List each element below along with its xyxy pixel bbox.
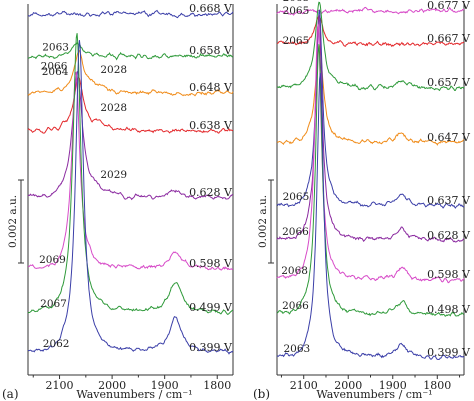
x-tick-label: 2000 bbox=[98, 379, 126, 392]
panel-label: (b) bbox=[253, 387, 270, 401]
spectrum-line bbox=[27, 76, 234, 134]
peak-position-label: 2065 bbox=[283, 35, 310, 47]
potential-label: 0.498 V bbox=[427, 303, 471, 316]
scale-bar-label: 0.002 a.u. bbox=[7, 195, 19, 248]
x-axis-label: Wavenumbers / cm⁻¹ bbox=[316, 388, 432, 401]
peak-position-label: 2066 bbox=[282, 226, 309, 238]
potential-label: 0.647 V bbox=[427, 131, 471, 144]
potential-label: 0.598 V bbox=[189, 257, 233, 270]
spectrum-line bbox=[27, 33, 234, 315]
x-tick-label: 2000 bbox=[334, 379, 362, 392]
peak-position-label: 2069 bbox=[39, 254, 66, 266]
potential-label: 0.658 V bbox=[189, 44, 233, 57]
potential-label: 0.638 V bbox=[189, 119, 233, 132]
potential-label: 0.677 V bbox=[427, 0, 471, 12]
shoulder-position-label: 2028 bbox=[100, 64, 127, 76]
potential-label: 0.648 V bbox=[189, 81, 233, 94]
spectrum-line bbox=[27, 70, 234, 201]
spectrum-line bbox=[27, 71, 234, 271]
spectrum-line bbox=[276, 45, 465, 146]
peak-position-label: 2068 bbox=[281, 265, 308, 277]
potential-label: 0.399 V bbox=[427, 346, 471, 359]
x-tick-label: 2100 bbox=[46, 379, 74, 392]
spectrum-line bbox=[27, 40, 234, 355]
potential-label: 0.399 V bbox=[189, 341, 233, 354]
peak-position-label: 2067 bbox=[40, 298, 67, 310]
spectrum-line bbox=[276, 9, 465, 209]
potential-label: 0.667 V bbox=[427, 32, 471, 45]
potential-label: 0.628 V bbox=[427, 229, 471, 242]
peak-position-label: 2066 bbox=[41, 61, 68, 73]
spectrum-line bbox=[27, 41, 234, 61]
panel-label: (a) bbox=[2, 387, 19, 401]
shoulder-position-label: 2028 bbox=[100, 102, 127, 114]
x-tick-label: 1900 bbox=[151, 379, 179, 392]
spectrum-line bbox=[276, 24, 465, 284]
potential-label: 0.598 V bbox=[427, 268, 471, 281]
peak-position-label: 2066 bbox=[282, 300, 309, 312]
potential-label: 0.628 V bbox=[189, 186, 233, 199]
shoulder-position-label: 2029 bbox=[100, 169, 127, 181]
spectrum-line bbox=[276, 1, 465, 92]
peak-position-label: 2063 bbox=[283, 343, 310, 355]
spectrum-line bbox=[276, 72, 465, 361]
panel-a: 2100 2000 1900 1800 Wavenumbers / cm⁻¹ (a) 0.0… bbox=[2, 2, 234, 401]
x-tick-label: 2100 bbox=[290, 379, 318, 392]
spectrum-line bbox=[276, 6, 465, 16]
scale-bar-label: 0.002 a.u. bbox=[257, 195, 269, 248]
peak-position-label: 2063 bbox=[42, 41, 69, 53]
peak-position-label: 2065 bbox=[283, 5, 310, 17]
peak-position-label: 2065 bbox=[283, 0, 310, 4]
peak-position-label: 2064 bbox=[42, 66, 69, 78]
x-tick-label: 1900 bbox=[379, 379, 407, 392]
spectrum-line bbox=[276, 43, 465, 317]
spectrum-line bbox=[27, 49, 234, 97]
spectrum-line bbox=[276, 15, 465, 243]
x-tick-label: 1800 bbox=[203, 379, 231, 392]
peak-position-label: 2065 bbox=[283, 191, 310, 203]
x-tick-label: 1800 bbox=[423, 379, 451, 392]
spectrum-line bbox=[276, 15, 465, 48]
peak-position-label: 2062 bbox=[43, 338, 70, 350]
x-axis-label: Wavenumbers / cm⁻¹ bbox=[76, 388, 192, 401]
potential-label: 0.657 V bbox=[427, 76, 471, 89]
potential-label: 0.637 V bbox=[427, 194, 471, 207]
potential-label: 0.499 V bbox=[189, 301, 233, 314]
spectrum-line bbox=[27, 9, 234, 19]
potential-label: 0.668 V bbox=[189, 2, 233, 15]
